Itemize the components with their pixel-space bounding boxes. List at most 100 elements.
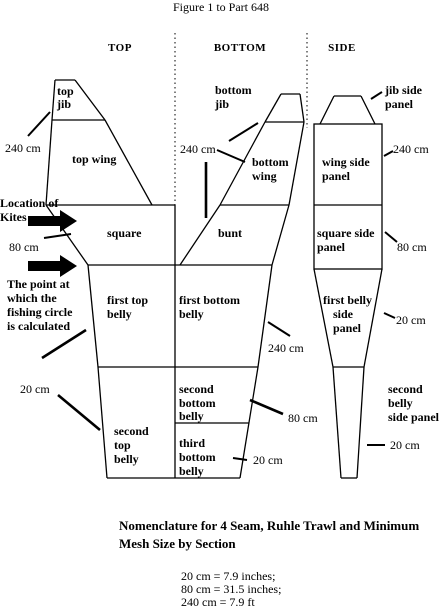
bottom-wing-left-edge (219, 121, 266, 206)
square-side-panel-label-1: square side (317, 226, 375, 240)
top-jib-label-1: top (57, 84, 74, 98)
side-panel (313, 95, 383, 479)
location-of-kites-line1: Location of (0, 196, 59, 210)
jib-side-left-edge (319, 95, 335, 125)
kites-arrow-icon (28, 210, 77, 232)
top-jib-label-2: jib (56, 97, 71, 111)
first-belly-side-right-edge (363, 268, 383, 368)
second-belly-side-right-edge (356, 366, 365, 479)
second-bottom-belly-label-2: bottom (179, 396, 216, 410)
second-belly-side-panel-label-3: side panel (388, 410, 440, 424)
first-belly-side-panel-label-3: panel (333, 321, 362, 335)
bottom-wing-right-edge (288, 121, 305, 206)
leader-side-jib (370, 91, 383, 100)
third-bottom-belly-label-1: third (179, 436, 205, 450)
bunt-label: bunt (218, 226, 242, 240)
leader-bottom-wing (216, 149, 246, 163)
wing-side-panel-label-2: panel (322, 169, 351, 183)
bottom-panel (175, 93, 305, 479)
top-panel (45, 79, 272, 479)
first-bottom-belly-right-edge (257, 264, 273, 368)
mesh-side-20-lower: 20 cm (390, 438, 420, 452)
leader-top-80 (43, 233, 72, 239)
bottom-jib-left-edge (264, 93, 282, 123)
mesh-bottom-240-lower: 240 cm (268, 341, 304, 355)
bottom-jib-label-1: bottom (215, 83, 252, 97)
mesh-side-20-upper: 20 cm (396, 313, 426, 327)
first-bottom-belly-label-1: first bottom (179, 293, 240, 307)
leader-bottom-240-upper (228, 122, 259, 142)
mesh-top-80: 80 cm (9, 240, 39, 254)
second-belly-side-left-edge (332, 366, 342, 479)
fishing-circle-line3: fishing circle (7, 305, 73, 319)
third-bottom-belly-label-2: bottom (179, 450, 216, 464)
second-bottom-belly-label-3: belly (179, 409, 204, 423)
top-wing-right-edge (104, 119, 153, 206)
second-belly-side-panel-label-1: second (388, 382, 423, 396)
heading-side: SIDE (328, 42, 356, 54)
mesh-side-240: 240 cm (393, 142, 429, 156)
top-jib-right-edge (74, 79, 106, 121)
mesh-bottom-240-upper: 240 cm (180, 142, 216, 156)
leader-top-240 (27, 111, 51, 137)
leader-bottom-80 (249, 398, 284, 416)
heading-top: TOP (108, 42, 132, 54)
jib-side-right-edge (360, 95, 376, 125)
mesh-top-240: 240 cm (5, 141, 41, 155)
top-jib-left-edge (51, 79, 56, 121)
leader-side-20-upper (383, 312, 396, 319)
leader-side-240 (383, 150, 394, 157)
leader-top-20a (41, 328, 87, 360)
bottom-jib-right-edge (299, 93, 305, 123)
second-top-belly-label-3: belly (114, 452, 139, 466)
bunt-right-edge (271, 204, 290, 266)
fishing-circle-arrow-icon (28, 255, 77, 277)
caption-line1: Nomenclature for 4 Seam, Ruhle Trawl and… (119, 518, 419, 533)
bottom-wing-label-2: wing (252, 169, 277, 183)
bottom-jib-label-2: jib (214, 97, 229, 111)
second-top-belly-label-2: top (114, 438, 131, 452)
location-of-kites-line2: Kites (0, 210, 27, 224)
top-wing-left-edge (45, 119, 53, 206)
third-bottom-belly-label-3: belly (179, 464, 204, 478)
mesh-side-80: 80 cm (397, 240, 427, 254)
leader-top-20b (57, 394, 101, 431)
mesh-top-20: 20 cm (20, 382, 50, 396)
first-belly-side-left-edge (313, 268, 334, 368)
leader-lines (27, 91, 398, 461)
fishing-circle-line2: which the (7, 291, 57, 305)
second-top-belly-label-1: second (114, 424, 149, 438)
bunt-left-edge (179, 204, 221, 266)
bottom-wing-label-1: bottom (252, 155, 289, 169)
second-belly-side-panel-label-2: belly (388, 396, 413, 410)
first-top-belly-label-2: belly (107, 307, 132, 321)
first-belly-side-panel-label-2: side (333, 307, 354, 321)
heading-bottom: BOTTOM (214, 42, 266, 54)
conversion-20cm: 20 cm = 7.9 inches; (181, 569, 275, 583)
side-panel-box (313, 123, 383, 270)
fishing-circle-line1: The point at (7, 277, 70, 291)
first-bottom-belly-label-2: belly (179, 307, 204, 321)
mesh-bottom-80: 80 cm (288, 411, 318, 425)
first-top-belly-label-1: first top (107, 293, 148, 307)
jib-side-panel-label-1: jib side (384, 83, 423, 97)
square-side-panel-label-2: panel (317, 240, 346, 254)
second-top-belly-left-edge (97, 366, 108, 479)
caption-line2: Mesh Size by Section (119, 536, 236, 551)
jib-side-panel-label-2: panel (385, 97, 414, 111)
fishing-circle-line4: is calculated (7, 319, 70, 333)
wing-side-panel-label-1: wing side (322, 155, 370, 169)
top-wing-label: top wing (72, 152, 116, 166)
mesh-bottom-20: 20 cm (253, 453, 283, 467)
first-top-belly-left-edge (87, 264, 99, 368)
leader-bottom-20 (232, 457, 248, 461)
conversion-240cm: 240 cm = 7.9 ft (181, 595, 255, 609)
second-bottom-belly-label-1: second (179, 382, 214, 396)
leader-side-80 (384, 231, 398, 243)
square-label: square (107, 226, 142, 240)
first-belly-side-panel-label-1: first belly (323, 293, 372, 307)
figure-title: Figure 1 to Part 648 (173, 0, 269, 14)
leader-bottom-240-lower (267, 321, 291, 337)
conversion-80cm: 80 cm = 31.5 inches; (181, 582, 281, 596)
